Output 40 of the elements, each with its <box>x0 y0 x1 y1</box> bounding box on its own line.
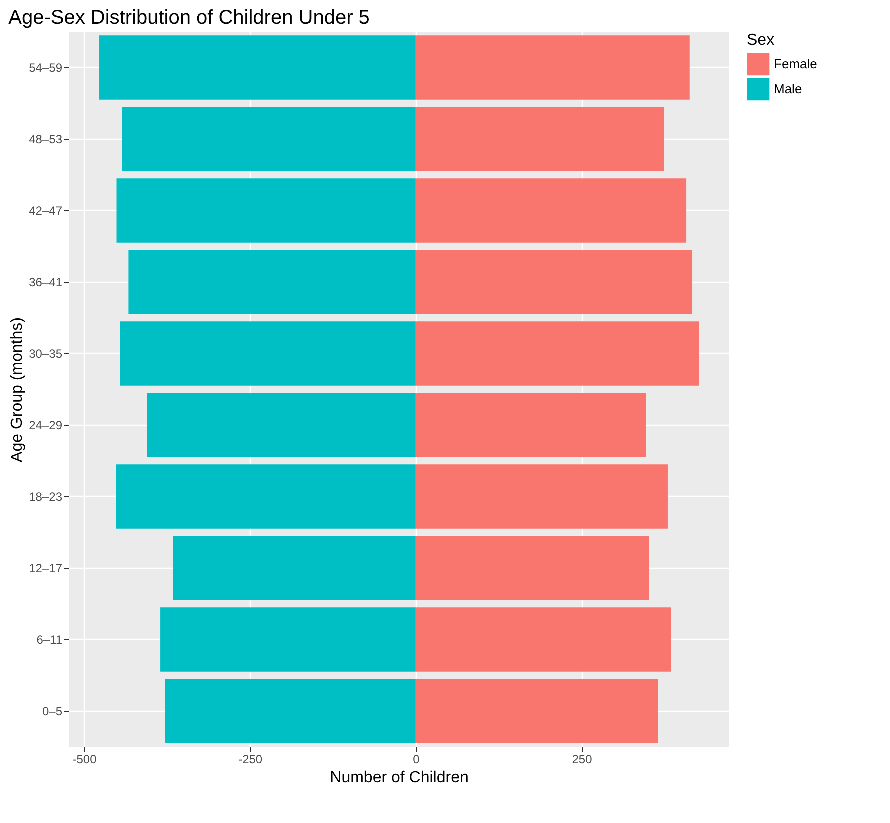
y-tick-label: 42–47 <box>29 204 63 218</box>
x-tick-label: -500 <box>72 752 98 766</box>
bar <box>416 464 668 529</box>
bar <box>100 36 416 100</box>
bar <box>416 107 664 172</box>
bar <box>416 608 672 672</box>
x-tick-label: 0 <box>413 752 420 766</box>
x-tick-label: -250 <box>238 752 263 766</box>
bar <box>147 393 416 458</box>
y-axis-title: Age Group (months) <box>9 318 26 462</box>
y-tick-label: 36–41 <box>29 275 63 290</box>
bar <box>120 322 416 386</box>
bar <box>116 178 416 243</box>
x-tick-label: 250 <box>572 752 593 766</box>
legend-title: Sex <box>747 32 775 49</box>
bar <box>416 536 650 600</box>
y-tick-label: 48–53 <box>29 132 63 146</box>
bar <box>116 464 416 529</box>
y-tick-label: 54–59 <box>29 60 63 75</box>
bar <box>165 679 416 744</box>
bar <box>122 107 416 172</box>
y-tick-label: 6–11 <box>36 632 63 647</box>
bar <box>416 36 690 100</box>
legend-label: Female <box>774 56 818 72</box>
y-tick-label: 12–17 <box>29 561 63 576</box>
y-tick-label: 30–35 <box>29 346 63 361</box>
bar <box>173 536 416 600</box>
y-tick-label: 0–5 <box>42 704 63 718</box>
chart-title: Age-Sex Distribution of Children Under 5 <box>8 7 370 29</box>
bar <box>416 250 693 314</box>
legend-label: Male <box>774 82 802 96</box>
bar <box>128 250 416 314</box>
y-tick-label: 18–23 <box>29 490 63 504</box>
bar <box>416 178 687 243</box>
y-tick-label: 24–29 <box>29 418 63 432</box>
bar <box>160 608 416 672</box>
bar <box>416 393 646 458</box>
bar <box>416 322 700 386</box>
x-axis-title: Number of Children <box>330 770 469 786</box>
bar <box>416 679 658 744</box>
